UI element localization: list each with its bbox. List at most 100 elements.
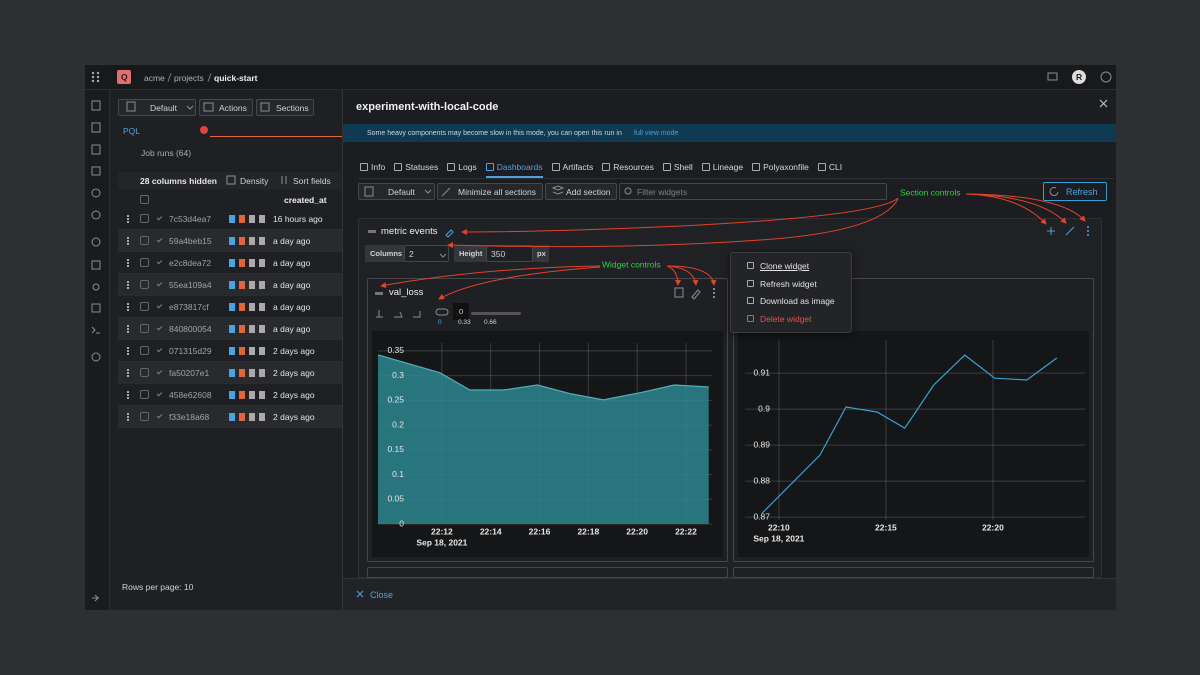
- tab-icon: [701, 163, 710, 171]
- row-icons: [229, 303, 267, 311]
- row-checkbox[interactable]: [140, 346, 149, 355]
- row-checkbox[interactable]: [140, 236, 149, 245]
- tab-icon: [752, 163, 761, 171]
- height-unit-box: [533, 245, 549, 262]
- row-checkbox[interactable]: [140, 280, 149, 289]
- row-checkbox[interactable]: [140, 412, 149, 421]
- row-checkbox[interactable]: [140, 258, 149, 267]
- height-label-box: [454, 245, 486, 262]
- view-select: Default: [150, 103, 177, 113]
- columns-value: 2: [409, 249, 414, 259]
- project-badge[interactable]: [117, 70, 131, 84]
- run-id[interactable]: 7c53d4ea7: [169, 214, 212, 224]
- row-checkbox[interactable]: [140, 214, 149, 223]
- row-icons: [229, 215, 267, 223]
- menu-icon: [747, 262, 754, 269]
- smoothing-box: [453, 303, 469, 320]
- run-id[interactable]: e2c8dea72: [169, 258, 212, 268]
- row-menu[interactable]: [127, 369, 129, 377]
- menu-item[interactable]: Clone widget: [760, 261, 810, 271]
- tab-icon: [447, 163, 456, 171]
- created-at: 2 days ago: [273, 368, 315, 378]
- height-label: Height: [459, 249, 483, 258]
- sort-button[interactable]: Sort fields: [293, 176, 331, 186]
- tab-icon: [360, 163, 368, 171]
- banner-text: Some heavy components may become slow in…: [367, 130, 622, 137]
- density-button[interactable]: Density: [240, 176, 269, 186]
- smoothing-slider[interactable]: [471, 312, 521, 315]
- tab-label: Lineage: [712, 162, 744, 172]
- run-id[interactable]: 59a4beb15: [169, 236, 212, 246]
- header-checkbox[interactable]: [140, 195, 149, 204]
- row-menu[interactable]: [127, 303, 129, 311]
- query-progress: [210, 136, 342, 137]
- refresh-label: Refresh: [1066, 187, 1098, 197]
- row-checkbox[interactable]: [140, 368, 149, 377]
- banner-link[interactable]: full view mode: [634, 130, 679, 137]
- drawer-title: experiment-with-local-code: [356, 101, 499, 113]
- tab-icon: [485, 163, 494, 171]
- tab-icon: [662, 163, 671, 171]
- row-menu[interactable]: [127, 391, 129, 399]
- user-avatar[interactable]: [1072, 70, 1086, 84]
- run-id[interactable]: fa50207e1: [169, 368, 210, 378]
- tab[interactable]: Logs: [447, 162, 477, 178]
- menu-icon: [747, 297, 754, 305]
- menu-item[interactable]: Download as image: [760, 296, 835, 307]
- user-avatar-text: R: [1076, 72, 1083, 82]
- tab[interactable]: Statuses: [394, 162, 438, 178]
- top-bar: [85, 65, 1116, 90]
- row-checkbox[interactable]: [140, 324, 149, 333]
- tab[interactable]: Resources: [602, 162, 654, 178]
- run-id[interactable]: 840800054: [169, 324, 212, 334]
- tab[interactable]: CLI: [817, 162, 843, 178]
- menu-item[interactable]: Refresh widget: [760, 278, 817, 289]
- tab[interactable]: Artifacts: [551, 162, 594, 178]
- button-label: Add section: [566, 187, 611, 197]
- query-mode[interactable]: PQL: [123, 126, 141, 136]
- tab-label: Artifacts: [562, 162, 594, 172]
- row-menu[interactable]: [127, 325, 129, 333]
- tabs: Info Statuses Logs Dashboards Artifacts Resou…: [360, 162, 842, 178]
- tab-label: CLI: [828, 162, 843, 172]
- row-icons: [229, 325, 267, 333]
- query-error-icon: [200, 126, 208, 134]
- run-id[interactable]: e873817cf: [169, 302, 209, 312]
- row-menu[interactable]: [127, 281, 129, 289]
- breadcrumb-current: quick-start: [214, 73, 258, 83]
- tab[interactable]: Shell: [662, 162, 693, 178]
- run-id[interactable]: 55ea109a4: [169, 280, 212, 290]
- row-icons: [229, 281, 267, 289]
- menu-item[interactable]: Delete widget: [760, 314, 812, 325]
- row-icons: [229, 413, 267, 421]
- row-menu[interactable]: [127, 237, 129, 245]
- row-checkbox[interactable]: [140, 390, 149, 399]
- run-id[interactable]: 458e62608: [169, 390, 212, 400]
- tab[interactable]: Dashboards: [485, 162, 543, 178]
- run-id[interactable]: 071315d29: [169, 346, 212, 356]
- info-banner: [343, 124, 1116, 142]
- row-checkbox[interactable]: [140, 302, 149, 311]
- section-title: metric events: [381, 226, 438, 237]
- row-menu[interactable]: [127, 347, 129, 355]
- column-header[interactable]: created_at: [284, 195, 327, 205]
- created-at: a day ago: [273, 302, 311, 312]
- tab[interactable]: Polyaxonfile: [752, 162, 809, 178]
- row-menu[interactable]: [127, 413, 129, 421]
- tab[interactable]: Lineage: [701, 162, 744, 178]
- breadcrumb[interactable]: acme: [144, 73, 165, 83]
- close-button[interactable]: Close: [370, 590, 394, 600]
- pagination[interactable]: Rows per page: 10: [122, 582, 194, 592]
- row-icons: [229, 259, 267, 267]
- row-icons: [229, 237, 267, 245]
- row-menu[interactable]: [127, 259, 129, 267]
- run-id[interactable]: f33e18a68: [169, 412, 210, 422]
- widget-title: val_loss: [389, 287, 424, 298]
- hidden-columns[interactable]: 28 columns hidden: [140, 176, 217, 186]
- tab[interactable]: Info: [360, 162, 385, 178]
- breadcrumb[interactable]: projects: [174, 73, 204, 83]
- row-menu[interactable]: [127, 215, 129, 223]
- created-at: 16 hours ago: [273, 214, 323, 224]
- menu-icon: [747, 315, 754, 323]
- slider-label: 0.66: [484, 319, 497, 326]
